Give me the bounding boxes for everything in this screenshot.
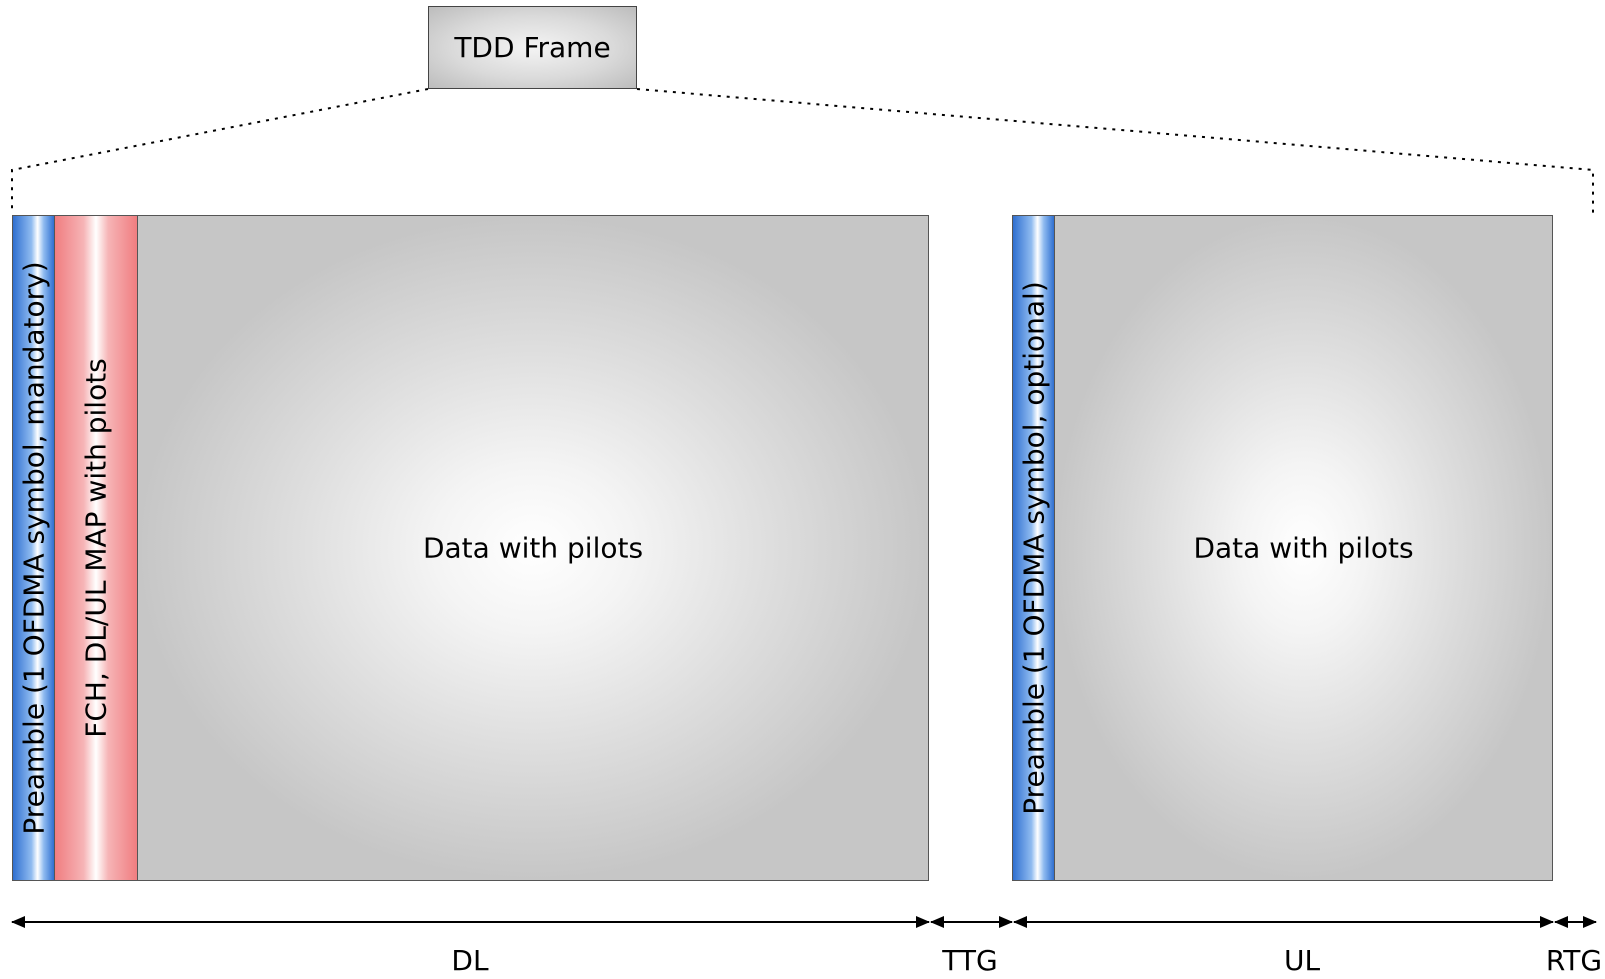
dl-preamble-label: Preamble (1 OFDMA symbol, mandatory) (17, 261, 50, 835)
tdd-frame-title: TDD Frame (428, 6, 637, 89)
ul-data-label: Data with pilots (1193, 531, 1414, 565)
ul-preamble-block: Preamble (1 OFDMA symbol, optional) (1012, 215, 1055, 881)
dl-data-block: Data with pilots (137, 215, 929, 881)
ul-preamble-label: Preamble (1 OFDMA symbol, optional) (1017, 281, 1050, 815)
dl-preamble-block: Preamble (1 OFDMA symbol, mandatory) (12, 215, 55, 881)
ttg-segment-label: TTG (942, 944, 998, 977)
zoom-line-left (11, 88, 429, 212)
dl-segment-label: DL (451, 944, 489, 977)
dl-data-label: Data with pilots (422, 531, 644, 565)
fch-map-label: FCH, DL/UL MAP with pilots (79, 358, 113, 738)
rtg-segment-label: RTG (1545, 944, 1603, 977)
tdd-frame-title-text: TDD Frame (454, 31, 611, 64)
ul-data-block: Data with pilots (1054, 215, 1553, 881)
fch-map-block: FCH, DL/UL MAP with pilots (54, 215, 138, 881)
zoom-line-right (636, 88, 1594, 215)
ul-segment-label: UL (1283, 944, 1321, 977)
